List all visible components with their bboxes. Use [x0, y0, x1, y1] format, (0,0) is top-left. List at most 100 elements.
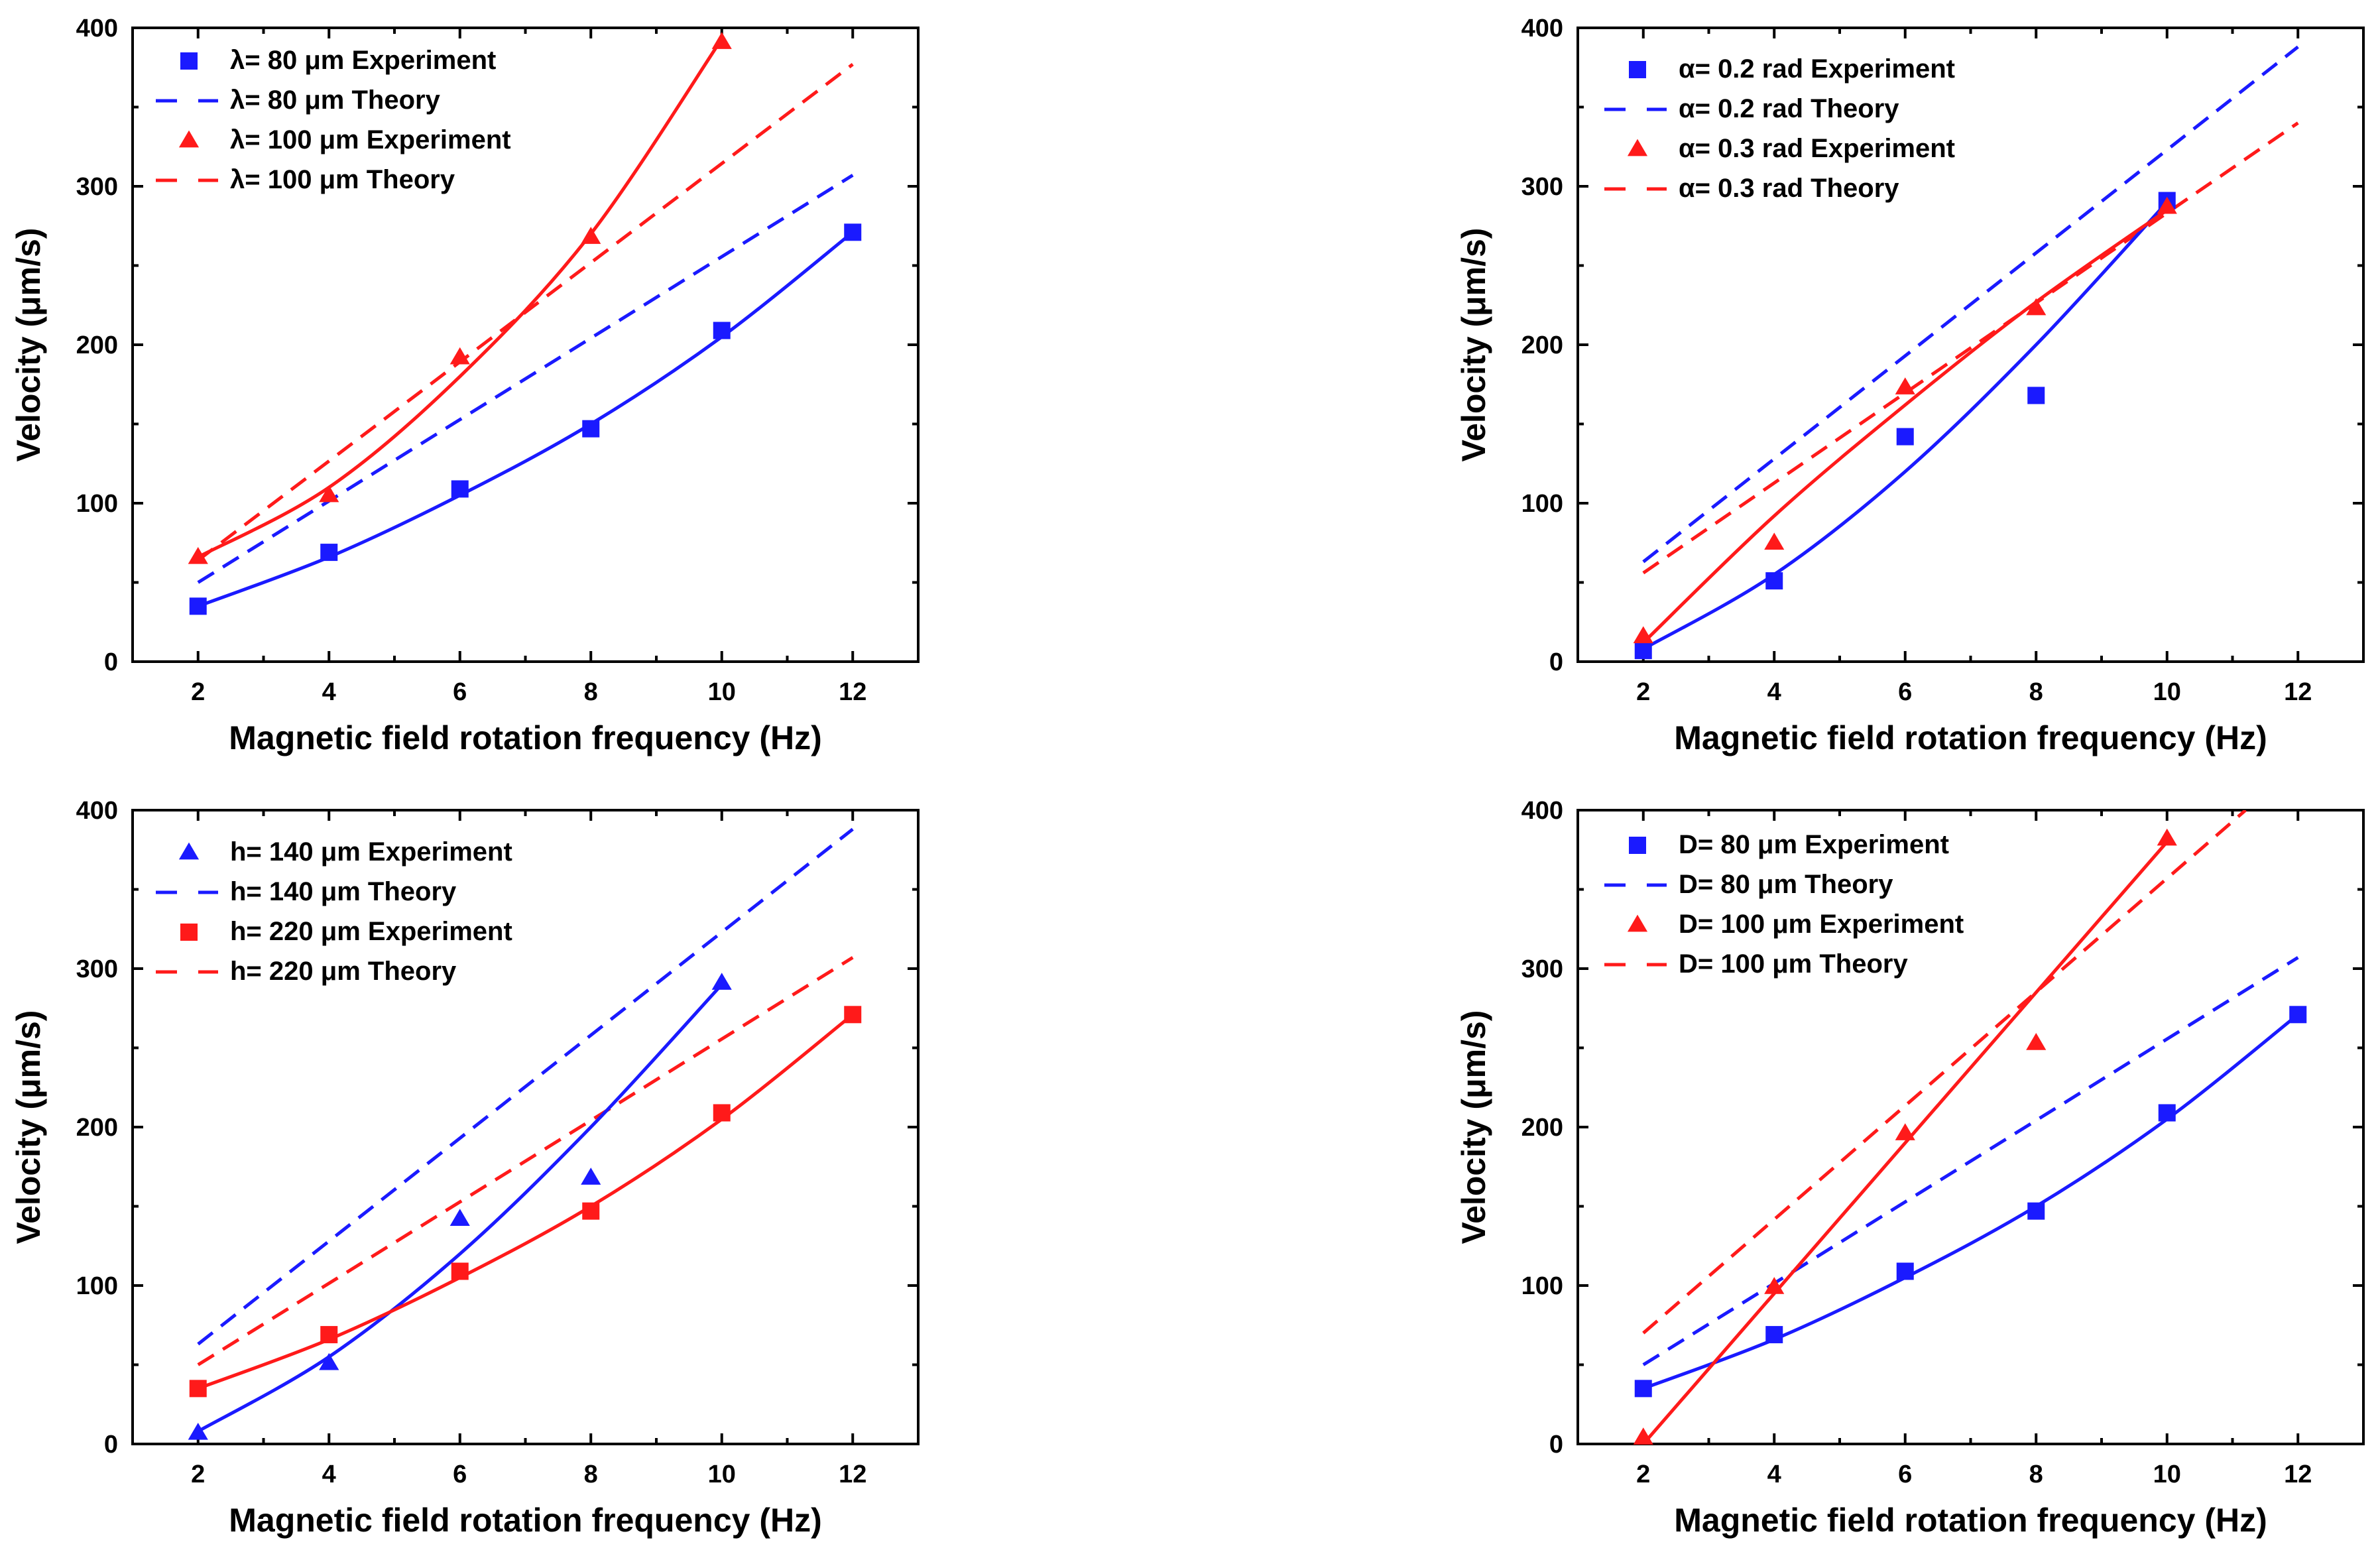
x-tick-label: 2: [191, 1461, 205, 1488]
legend-marker-2: [178, 130, 200, 148]
y-tick-label: 200: [1521, 1114, 1563, 1142]
legend-label-0: h= 140 μm Experiment: [230, 837, 512, 867]
legend: α= 0.2 rad Experiment α= 0.2 rad Theory α=…: [1604, 54, 1955, 203]
legend-label-3: h= 220 μm Theory: [230, 957, 457, 986]
x-tick-label: 2: [191, 678, 205, 706]
y-tick-label: 100: [1521, 490, 1563, 518]
data-point-0-4: [711, 973, 732, 990]
legend-marker-2: [1627, 914, 1648, 932]
x-tick-label: 6: [1898, 678, 1912, 706]
x-tick-label: 12: [2284, 1461, 2312, 1488]
legend-label-3: D= 100 μm Theory: [1679, 949, 1908, 979]
fit-line-5: [197, 38, 723, 559]
x-tick-label: 6: [453, 1461, 467, 1488]
x-tick-label: 10: [2153, 1461, 2181, 1488]
legend-label-1: α= 0.2 rad Theory: [1679, 94, 1899, 123]
y-tick-label: 0: [1549, 1431, 1563, 1459]
legend-label-1: λ= 80 μm Theory: [230, 86, 441, 115]
series-markers: [188, 32, 862, 615]
y-axis-label: Velocity (μm/s): [10, 228, 47, 462]
fit-line-4: [197, 231, 854, 608]
fit-line-4: [197, 983, 723, 1433]
data-point-0-2: [449, 1209, 470, 1226]
data-point-0-5: [2289, 1006, 2307, 1024]
data-point-0-1: [1765, 572, 1783, 590]
data-point-2-0: [1633, 626, 1653, 644]
data-point-2-1: [319, 485, 339, 503]
y-axis-label: Velocity (μm/s): [1455, 228, 1492, 462]
data-point-2-1: [320, 1326, 338, 1344]
data-point-2-3: [2026, 1033, 2047, 1050]
y-tick-label: 400: [1521, 797, 1563, 825]
legend-label-0: λ= 80 μm Experiment: [230, 46, 496, 75]
data-point-2-3: [2026, 298, 2047, 316]
x-tick-label: 8: [2029, 1461, 2043, 1488]
series-markers: [1633, 192, 2177, 660]
data-point-2-2: [451, 1262, 469, 1280]
theory-line-1: [1642, 45, 2299, 564]
data-point-2-4: [2157, 196, 2177, 214]
data-point-0-0: [1634, 642, 1652, 660]
data-point-0-3: [2027, 387, 2045, 404]
chart-panel-3: 2 4 6 8 10 12 0 100 200 300 400 Magnetic field rota…: [10, 797, 920, 1539]
y-tick-label: 300: [76, 173, 118, 201]
data-point-2-4: [2157, 828, 2177, 846]
data-point-0-3: [581, 1168, 601, 1185]
legend-marker-0: [1629, 61, 1646, 78]
x-tick-label: 4: [1767, 1461, 1781, 1488]
y-tick-label: 400: [76, 797, 118, 825]
series-markers: [1633, 828, 2307, 1445]
data-point-2-5: [844, 1006, 862, 1024]
y-tick-label: 400: [76, 15, 118, 42]
data-point-0-5: [844, 223, 862, 241]
legend-label-2: λ= 100 μm Experiment: [230, 125, 511, 154]
x-tick-label: 8: [584, 1461, 598, 1488]
data-point-0-0: [189, 597, 207, 615]
y-tick-label: 300: [76, 955, 118, 983]
legend-label-0: D= 80 μm Experiment: [1679, 830, 1949, 859]
plot-frame: [1577, 809, 2365, 1445]
theory-line-3: [1642, 121, 2299, 575]
legend-label-1: D= 80 μm Theory: [1679, 870, 1893, 899]
y-tick-label: 100: [1521, 1272, 1563, 1300]
data-point-2-2: [449, 347, 470, 365]
x-tick-label: 2: [1636, 1461, 1650, 1488]
legend-marker-2: [1627, 139, 1648, 156]
legend: λ= 80 μm Experiment λ= 80 μm Theory λ= 100…: [156, 46, 511, 194]
y-tick-label: 0: [104, 648, 118, 676]
legend-marker-0: [180, 52, 198, 70]
fit-line-5: [1641, 841, 2169, 1444]
y-tick-label: 0: [1549, 648, 1563, 676]
y-tick-label: 100: [76, 490, 118, 518]
x-tick-label: 10: [708, 1461, 736, 1488]
y-axis-label: Velocity (μm/s): [10, 1010, 47, 1244]
legend: h= 140 μm Experiment h= 140 μm Theory h= 2…: [156, 837, 512, 986]
fit-line-4: [1642, 201, 2169, 651]
legend-marker-0: [178, 842, 200, 860]
fit-line-5: [1642, 208, 2169, 644]
data-point-0-4: [713, 322, 731, 339]
fit-line-4: [1642, 1013, 2299, 1390]
x-tick-label: 8: [2029, 678, 2043, 706]
x-tick-label: 6: [1898, 1461, 1912, 1488]
x-tick-label: 8: [584, 678, 598, 706]
data-point-2-3: [582, 1202, 600, 1220]
series-markers: [188, 973, 862, 1440]
x-tick-label: 10: [2153, 678, 2181, 706]
legend-label-0: α= 0.2 rad Experiment: [1679, 54, 1955, 84]
data-point-0-0: [1634, 1380, 1652, 1398]
y-tick-label: 100: [76, 1272, 118, 1300]
theory-line-1: [1642, 956, 2299, 1366]
theory-line-1: [197, 174, 854, 584]
data-point-2-4: [713, 1104, 731, 1122]
x-axis-label: Magnetic field rotation frequency (Hz): [229, 719, 822, 756]
series-lines: [1641, 810, 2299, 1444]
data-point-0-2: [1896, 1262, 1914, 1280]
legend: D= 80 μm Experiment D= 80 μm Theory D= 100…: [1604, 830, 1964, 979]
data-point-2-0: [188, 546, 208, 564]
y-tick-label: 300: [1521, 955, 1563, 983]
series-lines: [1642, 45, 2299, 651]
x-tick-label: 6: [453, 678, 467, 706]
y-tick-label: 0: [104, 1431, 118, 1459]
